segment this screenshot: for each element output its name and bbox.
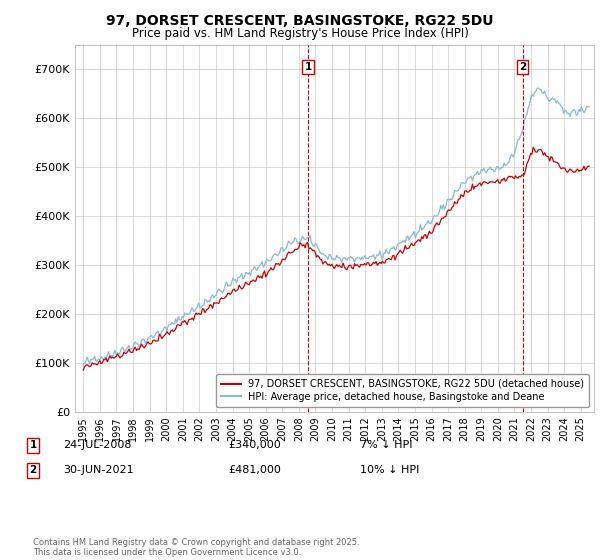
Text: 2: 2 (519, 62, 526, 72)
Text: 1: 1 (305, 62, 312, 72)
Text: 97, DORSET CRESCENT, BASINGSTOKE, RG22 5DU: 97, DORSET CRESCENT, BASINGSTOKE, RG22 5… (106, 14, 494, 28)
Text: 7% ↓ HPI: 7% ↓ HPI (360, 440, 413, 450)
Text: Contains HM Land Registry data © Crown copyright and database right 2025.
This d: Contains HM Land Registry data © Crown c… (33, 538, 359, 557)
Text: 30-JUN-2021: 30-JUN-2021 (63, 465, 134, 475)
Text: £340,000: £340,000 (228, 440, 281, 450)
Text: £481,000: £481,000 (228, 465, 281, 475)
Legend: 97, DORSET CRESCENT, BASINGSTOKE, RG22 5DU (detached house), HPI: Average price,: 97, DORSET CRESCENT, BASINGSTOKE, RG22 5… (216, 374, 589, 407)
Text: Price paid vs. HM Land Registry's House Price Index (HPI): Price paid vs. HM Land Registry's House … (131, 27, 469, 40)
Text: 10% ↓ HPI: 10% ↓ HPI (360, 465, 419, 475)
Text: 2: 2 (29, 465, 37, 475)
Text: 24-JUL-2008: 24-JUL-2008 (63, 440, 131, 450)
Text: 1: 1 (29, 440, 37, 450)
